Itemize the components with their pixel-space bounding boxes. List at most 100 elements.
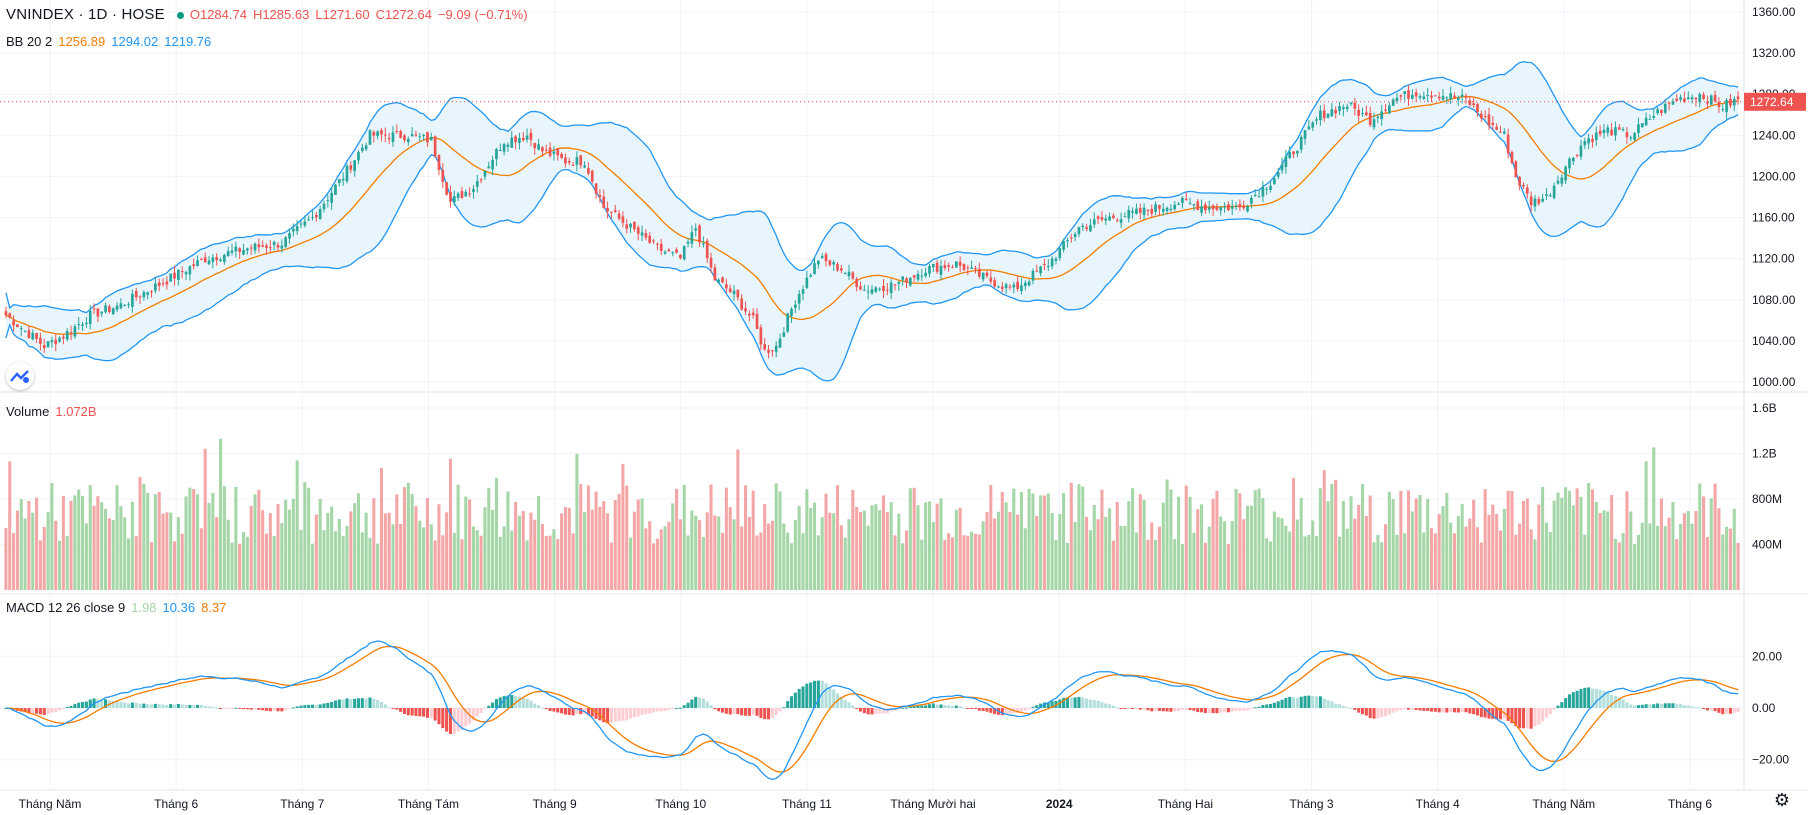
candle-body [824,254,828,262]
gear-icon[interactable]: ⚙ [1773,790,1790,810]
volume-bar [448,458,452,590]
volume-bar [1644,461,1648,590]
macd-histogram-bar [1671,703,1675,708]
macd-histogram-bar [69,705,73,708]
volume-bar [1556,492,1560,590]
volume-bar [150,542,154,590]
candle-body [372,132,376,136]
candle-body [763,344,767,350]
candle-body [1652,115,1656,118]
macd-histogram-bar [77,702,81,708]
candle-body [1476,103,1479,113]
candle-body [234,246,238,252]
macd-histogram-bar [1357,708,1361,713]
macd-histogram-bar [310,704,315,708]
macd-histogram-bar [180,704,184,708]
bb-lower-line [5,105,1739,382]
volume-bar [1506,490,1510,590]
candle-body [1506,134,1510,154]
macd-histogram-bar [268,708,272,712]
candle-body [640,232,644,236]
volume-bar [15,510,19,590]
volume-bar [843,537,847,590]
macd-histogram-bar [782,707,786,709]
candle-body [39,337,42,344]
candle-body [1238,204,1242,208]
volume-bar [1203,542,1207,590]
volume-bar [682,484,686,590]
volume-legend[interactable]: Volume 1.072B [6,404,103,419]
macd-histogram-bar [1579,689,1583,708]
macd-histogram-bar [253,708,257,710]
macd-histogram-bar [1686,705,1690,708]
candle-body [1058,248,1062,259]
macd-histogram-bar [1284,697,1288,708]
candle-body [1345,106,1349,110]
macd-histogram-bar [1288,696,1292,708]
macd-histogram-bar [1046,702,1050,708]
volume-bar [1422,532,1426,590]
volume-bar [690,510,694,590]
volume-bar [893,535,897,590]
candle-body [931,264,935,268]
volume-bar [1391,499,1395,590]
macd-histogram-bar [521,698,525,708]
volume-bar [1659,498,1663,590]
macd-histogram-bar [560,708,564,714]
macd-histogram-bar [939,704,943,708]
macd-histogram-bar [276,708,280,712]
macd-histogram-bar [533,703,537,708]
candle-body [1606,127,1610,133]
volume-bar [1150,522,1154,590]
macd-histogram-bar [119,701,123,708]
candle-body [1368,112,1372,125]
macd-histogram-bar [360,698,364,708]
volume-bar [92,505,96,590]
macd-histogram-bar [307,704,311,708]
macd-histogram-bar [1096,700,1100,708]
tradingview-logo-icon[interactable] [6,362,34,390]
candle-body [1234,205,1238,207]
candle-body [587,168,590,174]
macd-legend[interactable]: MACD 12 26 close 9 1.98 10.36 8.37 [6,600,232,615]
candle-body [1273,178,1276,185]
volume-bar [862,510,866,590]
volume-bar [326,512,330,590]
candle-body [1131,211,1134,213]
volume-bar [721,532,725,590]
candle-body [1698,94,1702,103]
macd-histogram-bar [1426,708,1430,712]
candle-body [452,196,456,203]
candle-body [383,134,387,136]
macd-histogram-bar [1667,703,1671,708]
candle-body [495,149,498,160]
candle-body [571,165,575,167]
candle-body [1142,207,1146,215]
candle-body [146,292,150,295]
candle-body [908,277,912,286]
macd-histogram-bar [625,708,629,721]
volume-bar [1353,518,1357,590]
volume-bar [954,509,958,590]
macd-histogram-bar [134,702,138,708]
macd-histogram-bar [1625,702,1629,708]
macd-histogram-bar [575,708,579,715]
macd-histogram-bar [387,707,391,709]
volume-bar [705,512,709,590]
macd-histogram-bar [759,708,763,718]
macd-histogram-bar [1648,704,1652,708]
candle-body [50,340,54,343]
volume-bar [598,506,602,590]
symbol-title[interactable]: VNINDEX · 1D · HOSE [6,6,165,23]
macd-histogram-bar [1391,708,1395,713]
candle-body [464,191,468,197]
candle-body [280,245,284,249]
volume-bar [586,485,590,590]
macd-histogram-bar [1395,708,1399,712]
candle-body [1207,207,1211,210]
candle-body [1050,258,1054,267]
volume-bar [617,493,621,590]
volume-bar [1242,519,1246,590]
bb-legend[interactable]: BB 20 2 1256.89 1294.02 1219.76 [6,34,217,49]
